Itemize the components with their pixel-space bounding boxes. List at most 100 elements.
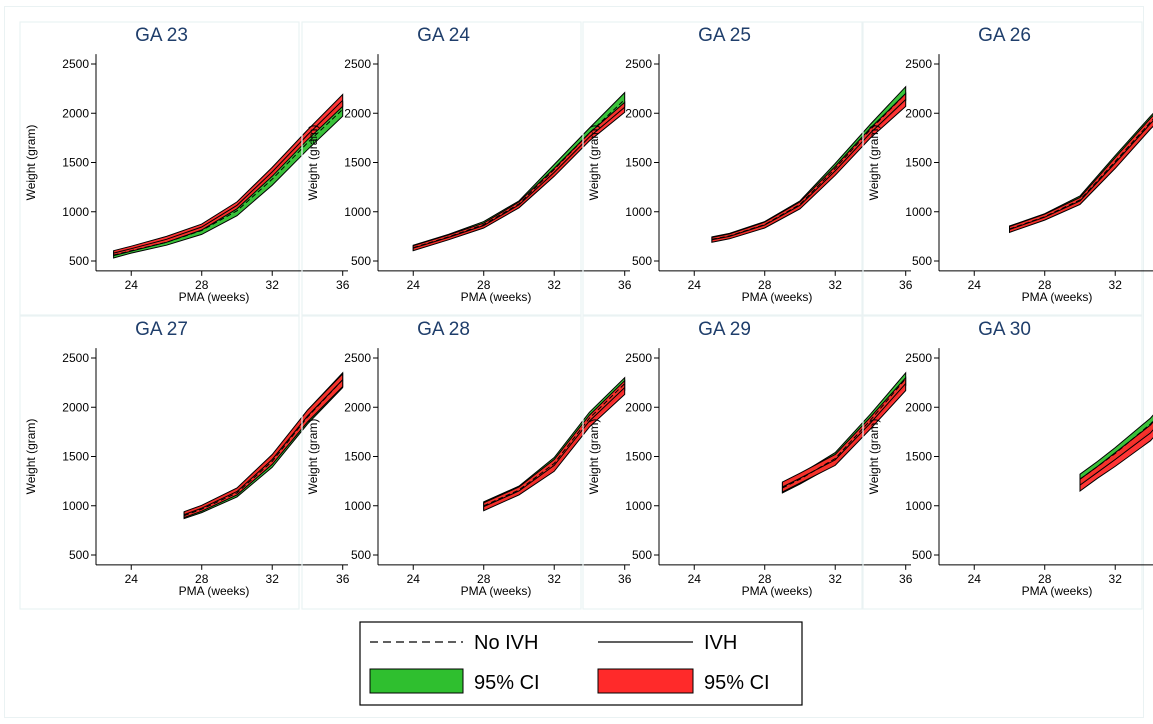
x-tick-label: 28 (477, 572, 491, 586)
x-tick-label: 28 (758, 572, 772, 586)
x-tick-label: 36 (899, 572, 913, 586)
y-tick-label: 500 (632, 548, 652, 562)
ci-band-ivh (711, 92, 907, 243)
line-no-ivh (483, 383, 626, 507)
panel-7: GA 29 500 1000 1500 2000 2500 24 28 32 36 PMA (wee… (582, 315, 913, 610)
y-tick-label: 1500 (62, 450, 89, 464)
x-tick-label: 32 (548, 572, 562, 586)
y-tick-label: 1000 (62, 499, 89, 513)
y-tick-label: 2500 (905, 57, 932, 71)
line-no-ivh (113, 108, 344, 256)
y-tick-label: 1500 (905, 450, 932, 464)
panel-6: GA 28 500 1000 1500 2000 2500 24 28 32 36 PMA (wee… (301, 315, 632, 610)
panel-border (301, 315, 582, 610)
y-tick-label: 2500 (905, 351, 932, 365)
y-tick-label: 2500 (625, 57, 652, 71)
ci-band-no-ivh (1009, 112, 1153, 233)
legend-label-ci-red: 95% CI (704, 672, 770, 694)
panel-4: GA 26 500 1000 1500 2000 2500 24 28 32 36 PMA (wee… (862, 21, 1153, 316)
y-tick-label: 500 (632, 254, 652, 268)
x-tick-label: 28 (195, 572, 209, 586)
panel-title: GA 25 (698, 25, 751, 46)
y-axis-label: Weight (gram) (24, 125, 38, 201)
y-tick-label: 1000 (625, 205, 652, 219)
x-tick-label: 24 (407, 278, 421, 292)
y-axis-label: Weight (gram) (306, 125, 320, 201)
x-tick-label: 32 (548, 278, 562, 292)
line-no-ivh (183, 379, 344, 517)
x-tick-label: 24 (688, 572, 702, 586)
ci-band-ivh (412, 101, 626, 252)
x-tick-label: 32 (266, 278, 280, 292)
panel-title: GA 23 (135, 25, 188, 46)
legend-red-swatch (597, 668, 694, 694)
x-tick-label: 32 (829, 572, 843, 586)
x-axis-label: PMA (weeks) (461, 290, 532, 304)
ci-band-ivh (1009, 114, 1153, 234)
line-ivh (782, 383, 907, 488)
x-tick-label: 36 (618, 278, 632, 292)
y-axis-label: Weight (gram) (587, 419, 601, 495)
line-no-ivh (1009, 118, 1153, 230)
x-axis-label: PMA (weeks) (742, 290, 813, 304)
panel-border (582, 21, 863, 316)
x-tick-label: 24 (125, 572, 139, 586)
line-ivh (413, 106, 626, 249)
y-tick-label: 2500 (62, 351, 89, 365)
x-tick-label: 32 (266, 572, 280, 586)
panel-title: GA 27 (135, 319, 188, 340)
y-tick-label: 1000 (62, 205, 89, 219)
x-axis-label: PMA (weeks) (179, 584, 250, 598)
x-tick-label: 32 (1109, 572, 1123, 586)
x-tick-label: 36 (336, 278, 350, 292)
panel-border (301, 21, 582, 316)
legend-label-ivh: IVH (704, 632, 737, 654)
panel-2: GA 24 500 1000 1500 2000 2500 24 28 32 36 PMA (wee… (301, 21, 632, 316)
panel-border (862, 21, 1143, 316)
line-ivh (483, 387, 626, 508)
line-ivh (183, 379, 344, 516)
y-tick-label: 2500 (62, 57, 89, 71)
panel-border (582, 315, 863, 610)
y-tick-label: 2000 (62, 400, 89, 414)
x-tick-label: 24 (688, 278, 702, 292)
y-tick-label: 1500 (344, 156, 371, 170)
y-tick-label: 2000 (625, 400, 652, 414)
panel-border (862, 315, 1143, 610)
line-ivh (711, 99, 907, 241)
y-axis-label: Weight (gram) (306, 419, 320, 495)
y-tick-label: 2500 (625, 351, 652, 365)
x-tick-label: 36 (336, 572, 350, 586)
panel-5: GA 27 500 1000 1500 2000 2500 24 28 32 36 PMA (wee… (19, 315, 350, 610)
y-tick-label: 2000 (344, 106, 371, 120)
x-tick-label: 28 (1038, 572, 1052, 586)
y-tick-label: 1000 (625, 499, 652, 513)
y-tick-label: 2000 (625, 106, 652, 120)
y-tick-label: 2000 (905, 400, 932, 414)
line-ivh (1079, 429, 1153, 486)
x-tick-label: 28 (477, 278, 491, 292)
y-tick-label: 1500 (625, 450, 652, 464)
ci-band-no-ivh (483, 376, 626, 511)
y-tick-label: 1500 (344, 450, 371, 464)
panel-border (19, 315, 300, 610)
figure-frame (4, 6, 1144, 718)
x-axis-label: PMA (weeks) (179, 290, 250, 304)
y-tick-label: 2000 (905, 106, 932, 120)
x-tick-label: 24 (125, 278, 139, 292)
y-axis-label: Weight (gram) (587, 125, 601, 201)
line-ivh (1009, 120, 1153, 230)
y-tick-label: 500 (351, 548, 371, 562)
y-tick-label: 500 (351, 254, 371, 268)
line-no-ivh (782, 378, 907, 489)
panel-title: GA 24 (417, 25, 470, 46)
x-tick-label: 24 (968, 572, 982, 586)
y-axis-label: Weight (gram) (24, 419, 38, 495)
y-tick-label: 500 (912, 548, 932, 562)
panel-title: GA 26 (978, 25, 1031, 46)
x-axis-label: PMA (weeks) (1022, 584, 1093, 598)
y-tick-label: 1000 (344, 205, 371, 219)
y-tick-label: 1000 (905, 205, 932, 219)
y-tick-label: 1000 (344, 499, 371, 513)
